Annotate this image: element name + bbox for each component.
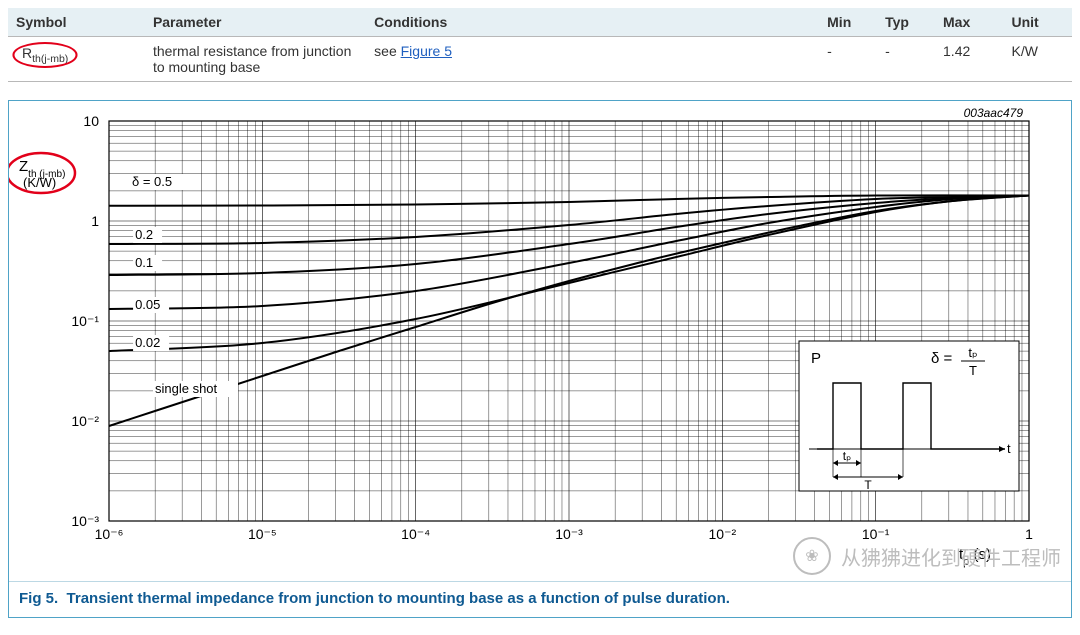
svg-text:10⁻⁵: 10⁻⁵ bbox=[248, 526, 277, 542]
svg-text:0.1: 0.1 bbox=[135, 255, 153, 270]
col-symbol: Symbol bbox=[8, 8, 145, 37]
col-min: Min bbox=[819, 8, 877, 37]
cell-conditions: see Figure 5 bbox=[366, 37, 819, 82]
svg-text:T: T bbox=[969, 363, 977, 378]
svg-text:tₚ: tₚ bbox=[968, 345, 977, 360]
figure-caption: Fig 5. Transient thermal impedance from … bbox=[9, 581, 1071, 617]
svg-text:10⁻¹: 10⁻¹ bbox=[862, 526, 890, 542]
plot-wrap: 10⁻⁶10⁻⁵10⁻⁴10⁻³10⁻²10⁻¹110⁻³10⁻²10⁻¹110… bbox=[9, 101, 1071, 581]
symbol-sub: th(j-mb) bbox=[32, 53, 68, 65]
cell-min: - bbox=[819, 37, 877, 82]
svg-text:P: P bbox=[811, 350, 821, 367]
symbol-main: R bbox=[22, 45, 32, 61]
svg-text:δ = 0.5: δ = 0.5 bbox=[132, 174, 172, 189]
cell-max: 1.42 bbox=[935, 37, 1003, 82]
conditions-prefix: see bbox=[374, 43, 400, 59]
table-header-row: Symbol Parameter Conditions Min Typ Max … bbox=[8, 8, 1072, 37]
svg-text:0.05: 0.05 bbox=[135, 297, 160, 312]
svg-text:(K/W): (K/W) bbox=[23, 175, 56, 190]
caption-text: Transient thermal impedance from junctio… bbox=[67, 590, 730, 607]
thermal-params-table: Symbol Parameter Conditions Min Typ Max … bbox=[8, 8, 1072, 82]
thermal-impedance-chart: 10⁻⁶10⁻⁵10⁻⁴10⁻³10⁻²10⁻¹110⁻³10⁻²10⁻¹110… bbox=[9, 101, 1069, 581]
svg-text:tp (s): tp (s) bbox=[959, 546, 991, 568]
svg-text:10⁻²: 10⁻² bbox=[71, 413, 99, 429]
col-parameter: Parameter bbox=[145, 8, 366, 37]
col-typ: Typ bbox=[877, 8, 935, 37]
figure-5-link[interactable]: Figure 5 bbox=[401, 43, 452, 59]
svg-text:tₚ: tₚ bbox=[843, 449, 851, 463]
table-row: Rth(j-mb) thermal resistance from juncti… bbox=[8, 37, 1072, 82]
svg-text:t: t bbox=[1007, 441, 1011, 456]
svg-text:10⁻³: 10⁻³ bbox=[71, 513, 99, 529]
svg-text:0.02: 0.02 bbox=[135, 335, 160, 350]
svg-text:10⁻²: 10⁻² bbox=[709, 526, 737, 542]
caption-prefix: Fig 5. bbox=[19, 590, 58, 607]
svg-text:003aac479: 003aac479 bbox=[964, 106, 1024, 120]
rth-symbol-circled: Rth(j-mb) bbox=[16, 43, 74, 67]
svg-text:δ =: δ = bbox=[931, 350, 953, 367]
col-conditions: Conditions bbox=[366, 8, 819, 37]
svg-text:0.2: 0.2 bbox=[135, 227, 153, 242]
cell-parameter: thermal resistance from junction to moun… bbox=[145, 37, 366, 82]
svg-text:10: 10 bbox=[83, 113, 99, 129]
svg-text:single shot: single shot bbox=[155, 381, 218, 396]
svg-text:1: 1 bbox=[1025, 526, 1033, 542]
cell-typ: - bbox=[877, 37, 935, 82]
svg-text:1: 1 bbox=[91, 213, 99, 229]
cell-symbol: Rth(j-mb) bbox=[8, 37, 145, 82]
svg-text:10⁻³: 10⁻³ bbox=[555, 526, 583, 542]
col-max: Max bbox=[935, 8, 1003, 37]
col-unit: Unit bbox=[1003, 8, 1072, 37]
svg-text:10⁻¹: 10⁻¹ bbox=[71, 313, 99, 329]
svg-text:10⁻⁴: 10⁻⁴ bbox=[401, 526, 430, 542]
figure-5-box: 10⁻⁶10⁻⁵10⁻⁴10⁻³10⁻²10⁻¹110⁻³10⁻²10⁻¹110… bbox=[8, 100, 1072, 618]
cell-unit: K/W bbox=[1003, 37, 1072, 82]
svg-text:T: T bbox=[864, 478, 872, 492]
